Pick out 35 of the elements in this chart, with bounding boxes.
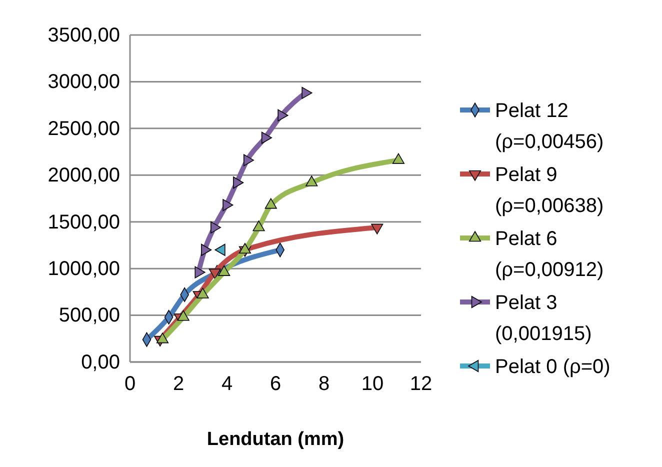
y-tick-label: 500,00 xyxy=(58,304,120,327)
point xyxy=(194,266,206,278)
x-tick-label: 0 xyxy=(124,373,136,396)
point xyxy=(238,242,251,254)
y-tick-label: 1500,00 xyxy=(48,211,120,234)
x-tick-label: 6 xyxy=(270,373,282,396)
x-tick-label: 8 xyxy=(318,373,330,396)
y-tick-label: 2000,00 xyxy=(48,164,120,187)
legend-label: Pelat 6 (ρ=0,00912) xyxy=(495,228,604,281)
y-tick-label: 3500,00 xyxy=(48,24,120,46)
point xyxy=(222,199,234,212)
x-axis-title: Lendutan (mm) xyxy=(206,429,344,450)
point xyxy=(306,176,318,186)
legend-label: Pelat 0 (ρ=0) xyxy=(495,356,610,378)
point xyxy=(210,221,222,234)
point xyxy=(261,132,272,144)
legend-label: Pelat 12 (ρ=0,00456) xyxy=(495,100,604,153)
y-tick-label: 0,00 xyxy=(81,351,120,374)
x-tick-label: 2 xyxy=(172,373,184,396)
point xyxy=(264,198,277,209)
y-tick-label: 2500,00 xyxy=(48,118,120,140)
point xyxy=(243,154,254,166)
point xyxy=(201,244,212,256)
x-tick-label: 4 xyxy=(221,373,233,396)
point xyxy=(233,176,244,189)
legend-label: Pelat 9 (ρ=0,00638) xyxy=(495,164,604,217)
x-tick-label: 10 xyxy=(361,373,384,396)
point xyxy=(252,220,265,232)
point xyxy=(392,153,404,164)
legend-label: Pelat 3 (0,001915) xyxy=(495,292,592,345)
x-tick-label: 12 xyxy=(410,373,432,396)
point xyxy=(302,86,312,99)
y-tick-label: 1000,00 xyxy=(48,258,120,280)
point xyxy=(278,109,288,122)
y-tick-label: 3000,00 xyxy=(48,71,120,94)
